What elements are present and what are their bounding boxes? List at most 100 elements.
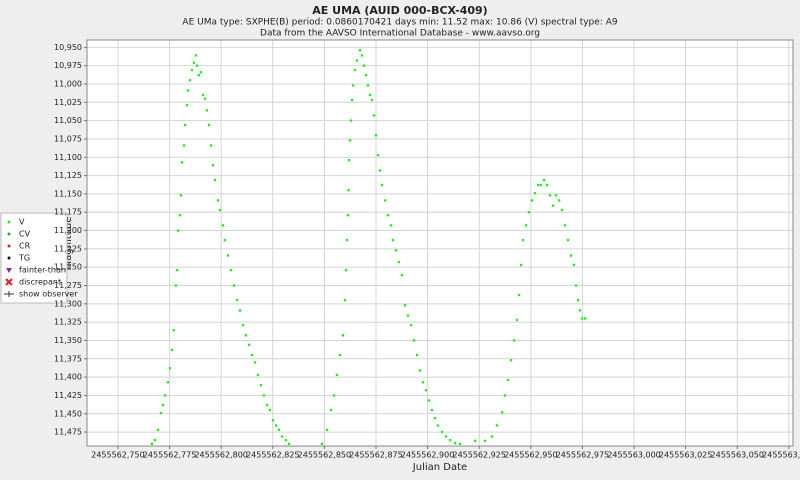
y-tick-label: 11,225 <box>54 244 82 253</box>
x-tick-label: 2455563,000 <box>607 451 660 460</box>
data-point <box>389 224 393 227</box>
data-point <box>226 254 230 257</box>
y-tick-label: 11,050 <box>54 116 82 125</box>
data-point <box>536 183 540 187</box>
legend-label[interactable]: CR <box>19 242 31 251</box>
data-point <box>403 304 407 307</box>
data-point <box>380 183 384 187</box>
data-point <box>583 317 587 320</box>
data-point <box>427 399 431 402</box>
data-point <box>483 439 487 443</box>
data-point <box>211 164 215 167</box>
x-tick-label: 2455563,050 <box>711 451 764 460</box>
data-point <box>250 353 254 357</box>
data-point <box>545 183 549 187</box>
legend-label[interactable]: V <box>19 218 25 227</box>
data-point <box>418 369 422 372</box>
data-point <box>159 411 163 415</box>
y-tick-label: 11,450 <box>54 409 82 418</box>
x-tick-label: 2455562,875 <box>349 451 402 460</box>
data-point <box>259 383 263 387</box>
data-point <box>332 394 336 397</box>
data-point <box>344 268 348 272</box>
y-tick-label: 11,150 <box>54 189 82 198</box>
y-tick-label: 11,275 <box>54 281 82 290</box>
data-point <box>574 284 578 287</box>
data-point <box>209 144 213 147</box>
data-point <box>229 268 233 272</box>
data-point <box>280 435 284 438</box>
data-point <box>185 104 189 107</box>
data-point <box>194 54 198 57</box>
data-point <box>512 339 516 342</box>
legend-marker <box>6 268 12 273</box>
data-point <box>195 64 199 67</box>
data-point <box>440 430 444 434</box>
data-point <box>527 211 531 214</box>
data-point <box>232 284 236 287</box>
data-point <box>348 139 352 142</box>
y-tick-label: 11,075 <box>54 134 82 143</box>
data-point <box>386 213 390 217</box>
data-point <box>329 408 333 412</box>
data-point <box>409 323 413 327</box>
data-point <box>506 378 510 382</box>
data-point <box>397 260 401 264</box>
data-point <box>368 93 372 97</box>
y-axis-label: Magnitude <box>63 217 74 270</box>
data-point <box>424 389 428 392</box>
data-point <box>241 323 245 327</box>
legend-label[interactable]: TG <box>18 254 30 263</box>
x-tick-label: 2455563,025 <box>659 451 712 460</box>
chart-title: AE UMA (AUID 000-BCX-409) <box>312 4 487 17</box>
data-point <box>524 224 528 227</box>
legend-label[interactable]: CV <box>19 230 31 239</box>
y-tick-label: 11,350 <box>54 336 82 345</box>
data-point <box>566 238 570 242</box>
data-point <box>350 98 354 102</box>
data-point <box>201 93 205 97</box>
data-point <box>509 359 513 362</box>
data-point <box>378 169 382 172</box>
data-point <box>560 208 564 212</box>
data-point <box>376 153 380 157</box>
data-point <box>205 109 209 112</box>
legend-label[interactable]: discrepant <box>19 278 61 287</box>
data-point <box>458 442 462 446</box>
data-point <box>421 381 425 384</box>
data-point <box>221 224 225 227</box>
x-tick-label: 2455562,950 <box>504 451 557 460</box>
x-tick-label: 2455562,750 <box>91 451 144 460</box>
legend-label[interactable]: show observer <box>19 290 78 299</box>
data-point <box>444 435 448 438</box>
data-point <box>170 348 174 352</box>
data-point <box>183 123 187 127</box>
data-point <box>186 89 190 92</box>
data-point <box>172 329 176 332</box>
legend-marker <box>5 278 13 286</box>
data-point <box>180 161 184 164</box>
data-point <box>166 381 170 384</box>
data-point <box>353 68 357 72</box>
data-point <box>530 199 534 202</box>
y-tick-label: 11,000 <box>54 79 82 88</box>
x-tick-label: 2455562,925 <box>452 451 505 460</box>
data-point <box>178 213 182 217</box>
data-point <box>253 361 257 364</box>
data-point <box>347 158 351 162</box>
data-point <box>383 199 387 202</box>
data-point <box>551 204 555 207</box>
legend-box <box>0 212 68 304</box>
data-point <box>406 314 410 317</box>
data-point <box>539 183 543 187</box>
data-point <box>216 199 220 202</box>
data-point <box>153 438 157 442</box>
legend-marker <box>4 291 14 297</box>
data-point <box>163 394 167 397</box>
data-point <box>223 238 227 242</box>
data-point <box>203 97 207 100</box>
data-point <box>358 49 362 52</box>
data-point <box>244 334 248 337</box>
data-point <box>572 263 576 267</box>
legend-label[interactable]: fainter-than <box>19 266 66 275</box>
